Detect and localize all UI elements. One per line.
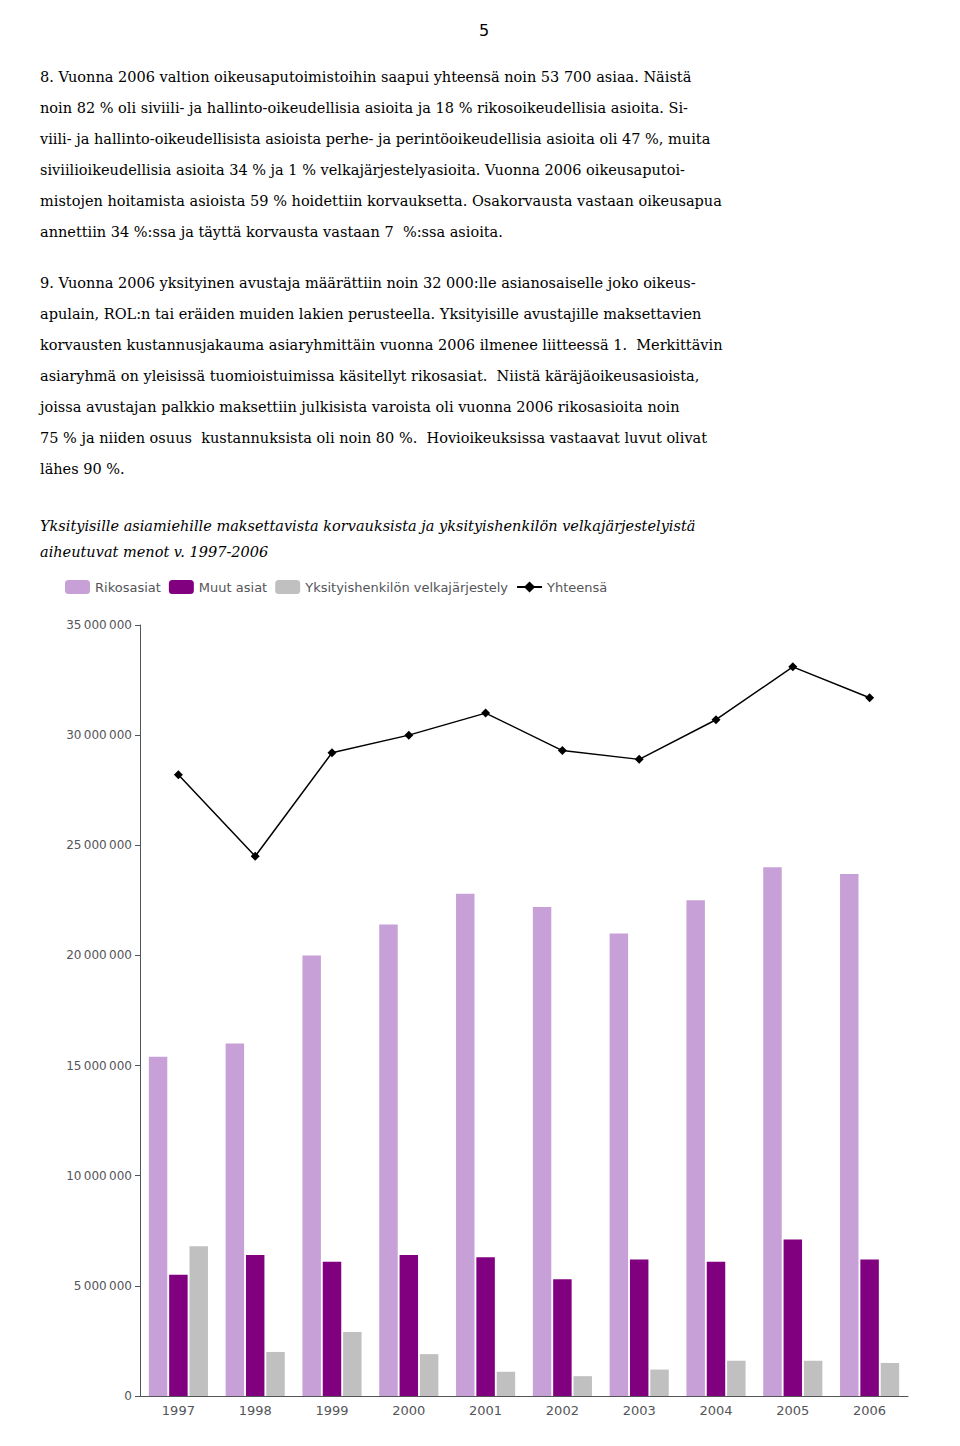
svg-text:30 000 000: 30 000 000 xyxy=(66,728,132,742)
svg-text:Rikosasiat: Rikosasiat xyxy=(95,580,161,595)
html-text:Yksityisille asiamiehille maks: Yksityisille asiamiehille maksettavista … xyxy=(40,518,696,534)
svg-text:0: 0 xyxy=(124,1389,132,1403)
html-text:apulain, ROL:n tai eräiden mui: apulain, ROL:n tai eräiden muiden lakien… xyxy=(40,306,702,322)
html-text:asiaryhmä on yleisissä tuomioi: asiaryhmä on yleisissä tuomioistuimissa … xyxy=(40,368,700,384)
html-text:aiheutuvat menot v. 1997-2006: aiheutuvat menot v. 1997-2006 xyxy=(40,544,269,560)
html-text:joissa avustajan palkkio makse: joissa avustajan palkkio maksettiin julk… xyxy=(40,399,680,415)
svg-text:2000: 2000 xyxy=(392,1403,425,1418)
svg-text:15 000 000: 15 000 000 xyxy=(66,1059,132,1073)
html-text:9. Vuonna 2006 yksityinen avus: 9. Vuonna 2006 yksityinen avustaja määrä… xyxy=(40,275,696,291)
html-text:lähes 90 %.: lähes 90 %. xyxy=(40,461,125,477)
html-text:5: 5 xyxy=(478,21,490,40)
svg-text:2001: 2001 xyxy=(469,1403,502,1418)
html-text:annettiin 34 %:ssa ja täyttä k: annettiin 34 %:ssa ja täyttä korvausta v… xyxy=(40,224,503,240)
html-text:siviilioikeudellisia asioita 3: siviilioikeudellisia asioita 34 % ja 1 %… xyxy=(40,162,685,178)
svg-text:Muut asiat: Muut asiat xyxy=(199,580,267,595)
svg-text:Yksityishenkilön velkajärjeste: Yksityishenkilön velkajärjestely xyxy=(304,580,508,595)
svg-text:2005: 2005 xyxy=(776,1403,809,1418)
svg-text:2003: 2003 xyxy=(623,1403,656,1418)
html-text:korvausten kustannusjakauma as: korvausten kustannusjakauma asiaryhmittä… xyxy=(40,337,723,353)
html-text:75 % ja niiden osuus kustannuk: 75 % ja niiden osuus kustannuksista oli … xyxy=(40,430,708,446)
svg-text:35 000 000: 35 000 000 xyxy=(66,618,132,632)
svg-text:20 000 000: 20 000 000 xyxy=(66,948,132,962)
svg-text:2004: 2004 xyxy=(699,1403,732,1418)
html-text:viili- ja hallinto-oikeudellis: viili- ja hallinto-oikeudellisista asioi… xyxy=(40,131,711,147)
svg-text:5 000 000: 5 000 000 xyxy=(74,1279,132,1293)
svg-text:1997: 1997 xyxy=(162,1403,195,1418)
svg-text:1999: 1999 xyxy=(315,1403,348,1418)
svg-text:2006: 2006 xyxy=(853,1403,886,1418)
svg-text:25 000 000: 25 000 000 xyxy=(66,838,132,852)
html-text:8. Vuonna 2006 valtion oikeusa: 8. Vuonna 2006 valtion oikeusaputoimisto… xyxy=(40,69,692,85)
svg-text:1998: 1998 xyxy=(239,1403,272,1418)
svg-text:10 000 000: 10 000 000 xyxy=(66,1169,132,1183)
html-text:noin 82 % oli siviili- ja hall: noin 82 % oli siviili- ja hallinto-oikeu… xyxy=(40,100,688,116)
html-text:mistojen hoitamista asioista 5: mistojen hoitamista asioista 59 % hoidet… xyxy=(40,193,722,209)
svg-text:Yhteensä: Yhteensä xyxy=(546,580,607,595)
svg-text:2002: 2002 xyxy=(546,1403,579,1418)
